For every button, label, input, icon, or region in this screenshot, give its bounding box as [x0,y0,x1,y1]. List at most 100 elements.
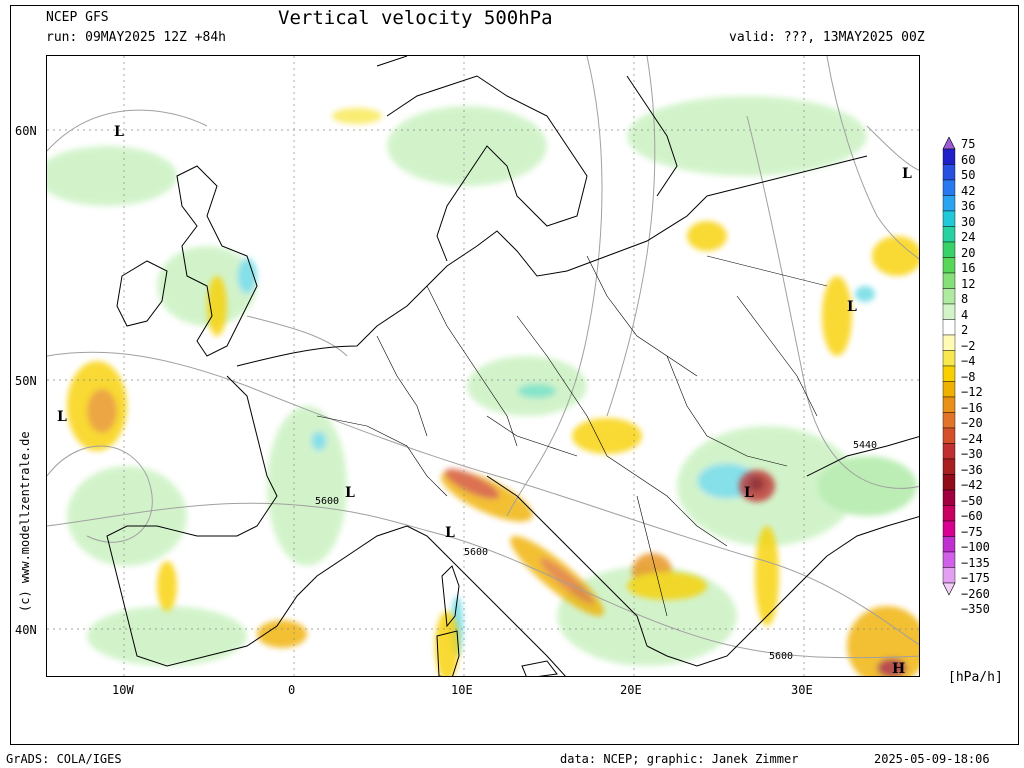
footer-credits: data: NCEP; graphic: Janek Zimmer [560,752,799,766]
legend-level-label: 8 [961,292,969,306]
contour-labels: 5600 5600 5600 5440 [315,440,877,662]
weather-map: L L L L L L L H 5600 5600 5600 5440 [46,55,920,677]
legend-level-label: −16 [961,400,983,415]
color-scale-legend [942,136,956,631]
contour-label-5600-italy: 5600 [464,547,488,558]
legend-swatch [942,319,956,336]
legend-swatch [942,427,956,444]
legend-level-label: −4 [961,354,976,368]
geopotential-contours [47,56,919,659]
legend-swatch [942,567,956,584]
legend-level-label: −12 [961,385,983,399]
legend-level-label: 20 [961,245,976,260]
legend-level-label: 16 [961,261,976,275]
legend-level-label: −50 [961,493,983,508]
legend-level-label: 24 [961,230,976,244]
contour-label-5600-france: 5600 [315,496,339,507]
legend-level-label: 75 [961,137,976,151]
legend-swatch [942,210,956,227]
legend-swatch [942,195,956,212]
contour-label-5600-east: 5600 [769,651,793,662]
legend-level-label: −8 [961,369,976,384]
legend-level-label: −2 [961,338,976,353]
map-canvas: L L L L L L L H 5600 5600 5600 5440 [47,56,919,677]
legend-level-label: −30 [961,447,983,461]
legend-swatch [942,412,956,429]
lon-label-30e: 30E [791,683,813,697]
legend-level-label: 12 [961,276,976,291]
coastlines [106,56,919,676]
run-info: run: 09MAY2025 12Z +84h [46,30,227,45]
legend-swatch [942,520,956,537]
legend-swatch [942,505,956,522]
low-centre-russia: L [902,166,912,182]
color-scale-bar [942,136,956,596]
low-centre-romania: L [744,485,754,501]
low-centre-ukraine: L [847,299,857,315]
footer-software: GrADS: COLA/IGES [6,752,122,766]
legend-swatch [942,303,956,320]
legend-level-label: −24 [961,431,983,446]
legend-swatch [942,489,956,506]
legend-swatch [942,381,956,398]
contour-label-5440: 5440 [853,440,877,451]
legend-swatch [942,396,956,413]
legend-bottom-arrow [942,582,956,596]
legend-swatch [942,257,956,274]
legend-swatch [942,148,956,165]
legend-swatch [942,226,956,243]
legend-unit: [hPa/h] [948,670,1003,685]
legend-level-label: −350 [961,602,990,616]
lat-label-40n: 40N [15,623,37,637]
legend-swatch [942,365,956,382]
valid-time: valid: ???, 13MAY2025 00Z [729,30,925,45]
legend-level-label: 42 [961,183,976,198]
legend-level-label: −60 [961,509,983,523]
footer-timestamp: 2025-05-09-18:06 [874,752,990,766]
legend-swatch [942,474,956,491]
lon-label-10e: 10E [451,683,473,697]
legend-level-label: −42 [961,478,983,492]
legend-swatch [942,164,956,181]
legend-level-label: −20 [961,416,983,430]
lon-label-20e: 20E [620,683,642,697]
low-centre-north-atlantic: L [114,124,124,140]
legend-level-label: −100 [961,540,990,554]
legend-level-label: −135 [961,555,990,570]
pressure-centres: L L L L L L L H [57,124,912,677]
country-borders [316,255,828,617]
lat-label-50n: 50N [15,374,37,388]
map-title: Vertical velocity 500hPa [278,7,553,29]
legend-swatch [942,334,956,351]
legend-top-arrow [942,136,956,150]
model-name: NCEP GFS [46,10,109,25]
legend-level-label: 4 [961,307,969,322]
low-centre-france: L [345,485,355,501]
legend-level-label: 2 [961,323,969,337]
legend-level-label: −260 [961,586,990,601]
legend-swatch [942,551,956,568]
lon-label-10w: 10W [112,683,134,697]
legend-swatch [942,179,956,196]
legend-level-label: −75 [961,524,983,539]
high-centre-turkey: H [892,661,905,677]
lat-label-60n: 60N [15,124,37,138]
low-centre-west: L [57,409,67,425]
legend-swatch [942,241,956,258]
legend-swatch [942,272,956,289]
lat-lon-grid [47,56,919,676]
lon-label-0: 0 [288,683,296,697]
low-centre-ligurian: L [445,525,455,541]
credit-text: (c) www.modellzentrale.de [18,431,32,612]
legend-level-label: 30 [961,214,976,229]
legend-level-label: 50 [961,168,976,182]
figure-frame [10,5,1019,745]
legend-level-label: −36 [961,462,983,477]
legend-level-label: 36 [961,199,976,213]
legend-swatch [942,536,956,553]
legend-swatch [942,288,956,305]
legend-level-label: 60 [961,152,976,167]
legend-level-label: −175 [961,571,990,585]
legend-swatch [942,350,956,367]
legend-swatch [942,443,956,460]
